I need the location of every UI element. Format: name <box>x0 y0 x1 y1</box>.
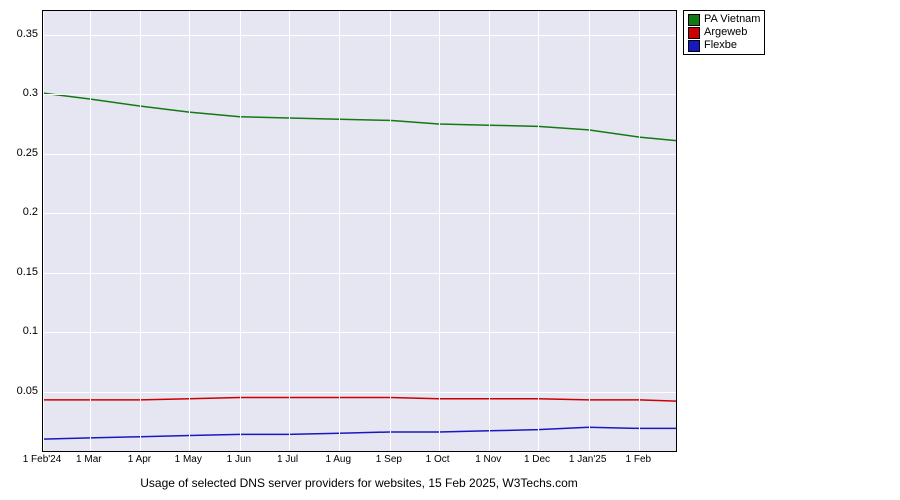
ytick-label: 0.15 <box>4 266 38 278</box>
ytick-label: 0.3 <box>4 87 38 99</box>
gridline-v <box>390 11 391 451</box>
xtick-label: 1 Feb <box>625 454 651 465</box>
ytick-label: 0.25 <box>4 147 38 159</box>
legend: PA VietnamArgewebFlexbe <box>683 10 765 55</box>
ytick-label: 0.1 <box>4 325 38 337</box>
xtick-label: 1 Jul <box>277 454 298 465</box>
gridline-v <box>538 11 539 451</box>
chart-container: PA VietnamArgewebFlexbe Usage of selecte… <box>0 0 900 500</box>
xtick-label: 1 Jan'25 <box>569 454 607 465</box>
xtick-label: 1 Aug <box>325 454 351 465</box>
gridline-h <box>43 154 676 155</box>
gridline-h <box>43 332 676 333</box>
gridline-h <box>43 213 676 214</box>
legend-label: Argeweb <box>704 26 747 39</box>
gridline-v <box>189 11 190 451</box>
ytick-label: 0.05 <box>4 385 38 397</box>
xtick-label: 1 Sep <box>376 454 402 465</box>
gridline-v <box>589 11 590 451</box>
gridline-h <box>43 94 676 95</box>
gridline-v <box>339 11 340 451</box>
gridline-h <box>43 273 676 274</box>
legend-item: Flexbe <box>688 39 760 52</box>
chart-caption: Usage of selected DNS server providers f… <box>0 476 718 490</box>
gridline-v <box>289 11 290 451</box>
xtick-label: 1 Feb'24 <box>23 454 62 465</box>
gridline-v <box>90 11 91 451</box>
gridline-v <box>489 11 490 451</box>
series-line <box>43 93 676 141</box>
xtick-label: 1 Nov <box>475 454 501 465</box>
ytick-label: 0.35 <box>4 28 38 40</box>
gridline-v <box>639 11 640 451</box>
gridline-v <box>140 11 141 451</box>
ytick-label: 0.2 <box>4 206 38 218</box>
series-line <box>43 398 676 402</box>
legend-item: Argeweb <box>688 26 760 39</box>
series-line <box>43 427 676 439</box>
xtick-label: 1 Jun <box>227 454 251 465</box>
legend-swatch <box>688 27 700 39</box>
legend-swatch <box>688 40 700 52</box>
gridline-h <box>43 392 676 393</box>
xtick-label: 1 May <box>175 454 202 465</box>
gridline-h <box>43 35 676 36</box>
legend-label: Flexbe <box>704 39 737 52</box>
plot-area <box>42 10 677 452</box>
gridline-v <box>439 11 440 451</box>
legend-swatch <box>688 14 700 26</box>
legend-item: PA Vietnam <box>688 13 760 26</box>
xtick-label: 1 Apr <box>128 454 151 465</box>
xtick-label: 1 Dec <box>524 454 550 465</box>
chart-svg <box>43 11 676 451</box>
xtick-label: 1 Oct <box>426 454 450 465</box>
xtick-label: 1 Mar <box>76 454 102 465</box>
legend-label: PA Vietnam <box>704 13 760 26</box>
gridline-v <box>43 11 44 451</box>
gridline-v <box>240 11 241 451</box>
